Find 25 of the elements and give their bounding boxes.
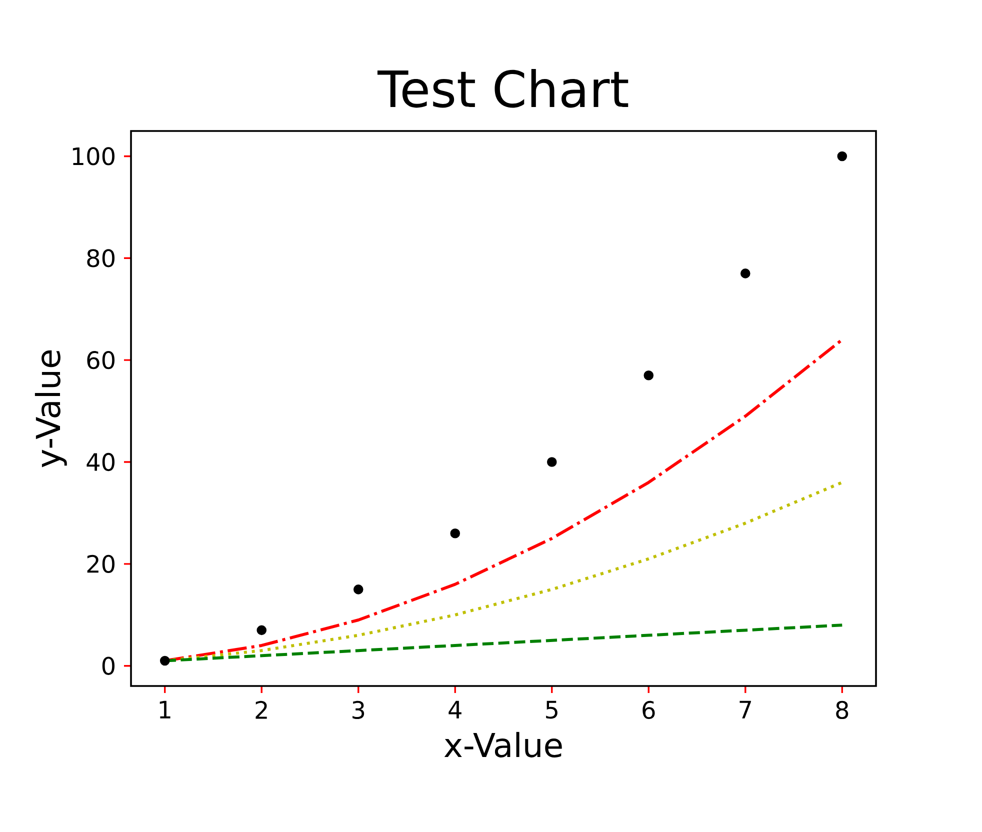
point xyxy=(837,151,848,162)
y-axis-title: y-Value xyxy=(34,350,67,468)
point xyxy=(740,268,750,278)
y-tick-label: 20 xyxy=(87,554,114,574)
x-axis-title: x-Value xyxy=(444,732,562,758)
x-tick-label: 6 xyxy=(642,700,655,720)
point xyxy=(546,457,557,467)
point xyxy=(353,584,364,594)
x-tick-label: 3 xyxy=(352,700,364,720)
y-tick-label: 80 xyxy=(87,249,114,268)
point xyxy=(644,370,654,380)
point xyxy=(256,625,267,636)
point xyxy=(450,528,460,538)
y-tick-label: 100 xyxy=(72,147,114,166)
y-tick-label: 60 xyxy=(87,351,114,370)
point xyxy=(160,656,170,666)
x-tick-label: 4 xyxy=(448,700,462,718)
x-tick-label: 2 xyxy=(256,700,267,719)
y-tick-label: 40 xyxy=(86,452,114,472)
y-tick-label: 0 xyxy=(102,656,115,675)
x-tick-label: 1 xyxy=(160,700,170,718)
x-tick-label: 7 xyxy=(740,700,751,718)
x-tick-label: 8 xyxy=(836,700,848,720)
x-tick-label: 5 xyxy=(546,700,558,719)
chart-title: Test Chart xyxy=(377,69,628,108)
